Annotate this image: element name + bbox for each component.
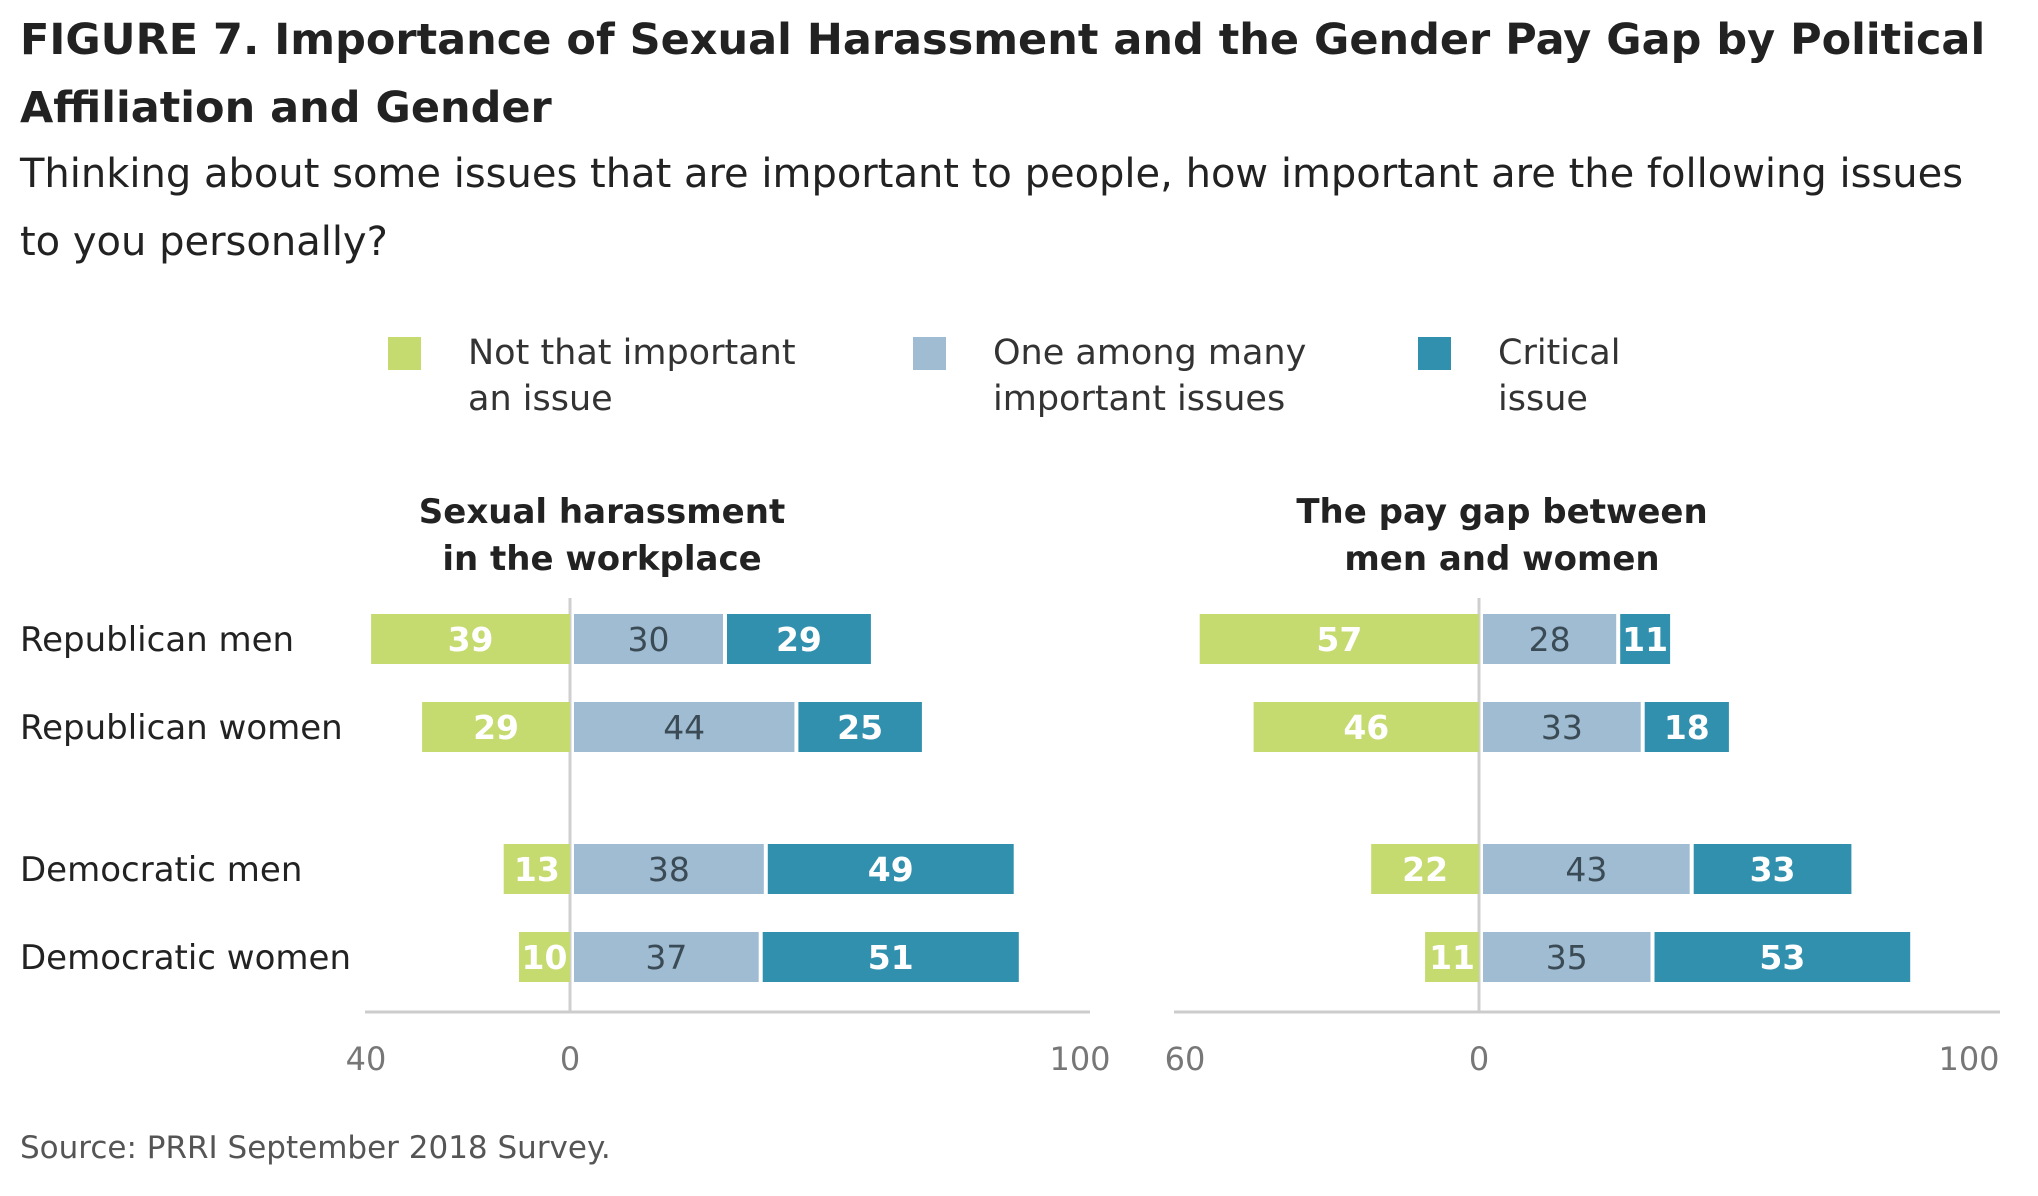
data-label-pay-gap-democratic-women-not-important: 11 — [1429, 938, 1475, 977]
bar-pay-gap-republican-men-critical — [1620, 614, 1671, 664]
data-label-harassment-republican-women-one-among-many: 44 — [663, 708, 705, 747]
bar-harassment-democratic-women-not-important — [519, 932, 570, 982]
tick-label-pay-gap-60: 60 — [1165, 1040, 1206, 1078]
data-label-harassment-democratic-women-critical: 51 — [868, 938, 914, 977]
legend-label-critical: Critical issue — [1498, 333, 1621, 419]
figure-subtitle: Thinking about some issues that are impo… — [20, 151, 1964, 265]
data-label-pay-gap-democratic-men-one-among-many: 43 — [1565, 850, 1607, 889]
legend-swatch-critical — [1418, 337, 1451, 370]
bar-harassment-republican-women-one-among-many — [574, 702, 795, 752]
data-label-pay-gap-republican-women-not-important: 46 — [1343, 708, 1389, 747]
data-label-harassment-republican-men-one-among-many: 30 — [628, 620, 670, 659]
bar-pay-gap-democratic-men-critical — [1693, 844, 1852, 894]
bar-harassment-democratic-women-one-among-many — [574, 932, 759, 982]
data-label-harassment-democratic-men-one-among-many: 38 — [648, 850, 690, 889]
data-label-harassment-democratic-women-not-important: 10 — [522, 938, 568, 977]
bar-pay-gap-democratic-women-not-important — [1425, 932, 1479, 982]
legend-label-one-among-many: One among many important issues — [993, 333, 1307, 419]
legend-label-not-important: Not that important an issue — [468, 333, 796, 419]
row-label-democratic-women: Democratic women — [20, 938, 351, 978]
data-label-harassment-democratic-women-one-among-many: 37 — [645, 938, 687, 977]
bar-harassment-democratic-women-critical — [762, 932, 1019, 982]
data-label-harassment-republican-men-critical: 29 — [776, 620, 822, 659]
row-label-republican-men: Republican men — [20, 620, 294, 660]
data-label-harassment-republican-men-not-important: 39 — [448, 620, 494, 659]
bar-pay-gap-democratic-men-one-among-many — [1483, 844, 1690, 894]
bar-harassment-republican-women-critical — [798, 702, 922, 752]
bar-harassment-republican-men-one-among-many — [574, 614, 723, 664]
row-label-republican-women: Republican women — [20, 708, 343, 748]
bar-harassment-democratic-men-one-among-many — [574, 844, 764, 894]
data-label-pay-gap-democratic-women-critical: 53 — [1759, 938, 1805, 977]
bar-harassment-democratic-men-critical — [767, 844, 1014, 894]
bar-pay-gap-republican-women-critical — [1644, 702, 1729, 752]
bar-pay-gap-republican-women-not-important — [1253, 702, 1479, 752]
bar-pay-gap-republican-men-not-important — [1199, 614, 1479, 664]
data-label-harassment-democratic-men-not-important: 13 — [514, 850, 560, 889]
legend-swatch-not-important — [388, 337, 421, 370]
data-label-pay-gap-republican-men-one-among-many: 28 — [1529, 620, 1571, 659]
panel-title-pay-gap-line-2: men and women — [1344, 539, 1659, 579]
data-label-harassment-republican-women-critical: 25 — [837, 708, 883, 747]
tick-label-pay-gap-100: 100 — [1938, 1040, 1999, 1078]
data-label-pay-gap-republican-men-critical: 11 — [1622, 620, 1668, 659]
data-label-pay-gap-republican-women-one-among-many: 33 — [1541, 708, 1583, 747]
legend: Not that important an issue One among ma… — [0, 330, 2038, 430]
source-note: Source: PRRI September 2018 Survey. — [20, 1130, 611, 1166]
data-label-pay-gap-democratic-women-one-among-many: 35 — [1546, 938, 1588, 977]
bar-harassment-republican-men-not-important — [371, 614, 570, 664]
tick-label-harassment-40: 40 — [346, 1040, 387, 1078]
data-label-pay-gap-republican-women-critical: 18 — [1664, 708, 1710, 747]
bar-pay-gap-republican-women-one-among-many — [1483, 702, 1641, 752]
bar-harassment-republican-women-not-important — [422, 702, 570, 752]
bar-pay-gap-democratic-women-one-among-many — [1483, 932, 1651, 982]
panel-title-harassment-line-2: in the workplace — [442, 539, 761, 579]
data-label-pay-gap-democratic-men-not-important: 22 — [1402, 850, 1448, 889]
bar-harassment-republican-men-critical — [727, 614, 871, 664]
tick-label-pay-gap-0: 0 — [1469, 1040, 1489, 1078]
row-label-democratic-men: Democratic men — [20, 850, 302, 890]
bar-pay-gap-democratic-men-not-important — [1371, 844, 1479, 894]
legend-swatch-one-among-many — [913, 337, 946, 370]
data-label-pay-gap-democratic-men-critical: 33 — [1750, 850, 1796, 889]
data-label-harassment-republican-women-not-important: 29 — [473, 708, 519, 747]
bar-harassment-democratic-men-not-important — [503, 844, 570, 894]
bar-pay-gap-republican-men-one-among-many — [1483, 614, 1617, 664]
bar-pay-gap-democratic-women-critical — [1654, 932, 1911, 982]
figure-title: FIGURE 7. Importance of Sexual Harassmen… — [20, 15, 1986, 133]
panel-title-pay-gap-line-1: The pay gap between — [1296, 492, 1707, 532]
tick-label-harassment-0: 0 — [560, 1040, 580, 1078]
tick-label-harassment-100: 100 — [1049, 1040, 1110, 1078]
data-label-harassment-democratic-men-critical: 49 — [868, 850, 914, 889]
data-label-pay-gap-republican-men-not-important: 57 — [1316, 620, 1362, 659]
panel-title-harassment-line-1: Sexual harassment — [419, 492, 785, 532]
